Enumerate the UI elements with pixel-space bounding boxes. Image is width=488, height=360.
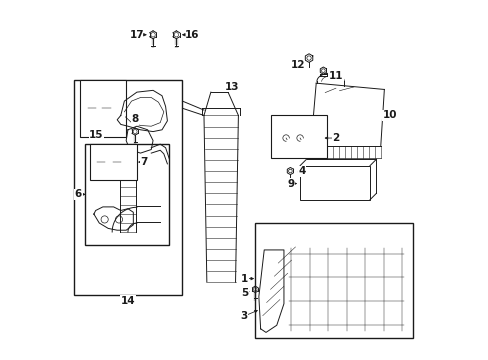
Text: 14: 14 xyxy=(121,296,135,306)
Bar xyxy=(300,166,369,200)
Bar xyxy=(85,144,169,244)
Text: 11: 11 xyxy=(328,71,343,81)
Bar xyxy=(80,80,126,137)
Bar xyxy=(74,80,182,295)
Text: 5: 5 xyxy=(241,288,247,298)
Bar xyxy=(90,144,137,180)
Text: 10: 10 xyxy=(382,111,396,121)
Text: 3: 3 xyxy=(240,311,247,321)
Text: 13: 13 xyxy=(224,82,239,92)
Text: 12: 12 xyxy=(290,60,304,70)
Text: 2: 2 xyxy=(332,133,339,143)
Text: 8: 8 xyxy=(131,114,139,124)
Text: 17: 17 xyxy=(129,30,144,40)
Text: 16: 16 xyxy=(185,30,199,40)
Bar xyxy=(271,116,326,158)
Text: 7: 7 xyxy=(140,157,147,167)
Text: 9: 9 xyxy=(287,179,294,189)
Bar xyxy=(255,223,412,338)
Text: 1: 1 xyxy=(241,274,247,284)
Text: 4: 4 xyxy=(298,166,305,176)
Text: 6: 6 xyxy=(75,189,82,199)
Text: 15: 15 xyxy=(89,130,103,140)
